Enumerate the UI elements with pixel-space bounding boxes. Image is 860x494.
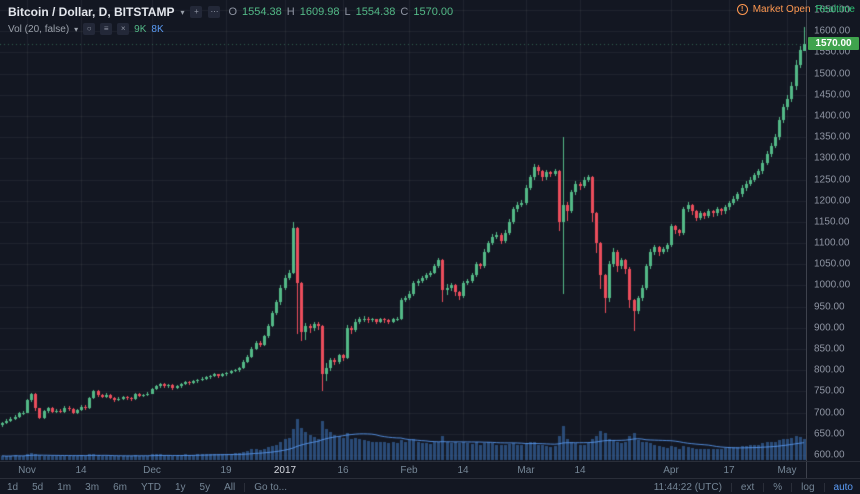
axis-options: ext% log auto — [729, 480, 860, 494]
range-button-ytd[interactable]: YTD — [140, 481, 161, 493]
toolbar-right: 11:44:22 (UTC) ext% log auto — [647, 480, 860, 494]
toolbar-divider — [763, 482, 765, 492]
toolbar-divider — [244, 482, 246, 492]
price-axis-label: 1550.00 — [814, 46, 851, 58]
price-axis-label: 1400.00 — [814, 110, 851, 122]
price-axis-label: 700.00 — [814, 407, 845, 419]
time-axis-label: 14 — [574, 465, 586, 476]
symbol-title[interactable]: Bitcoin / Dollar, D, BITSTAMP — [8, 5, 175, 19]
high-value: 1609.98 — [299, 6, 340, 18]
price-axis-label: 1000.00 — [814, 279, 851, 291]
ohlc-values: O 1554.38 H 1609.98 L 1554.38 C 1570.00 — [228, 6, 453, 18]
volume-dropdown-caret-icon[interactable]: ▾ — [74, 24, 79, 34]
last-price-tag: 1570.00 — [808, 37, 859, 50]
close-value: 1570.00 — [413, 6, 454, 18]
compare-icon[interactable]: + — [190, 6, 203, 18]
range-button-5y[interactable]: 5y — [199, 481, 211, 493]
price-axis-label: 1200.00 — [814, 195, 851, 207]
price-axis-label: 1500.00 — [814, 68, 851, 80]
price-axis-label: 1450.00 — [814, 89, 851, 101]
bottom-toolbar: 1d 5d 1m 3m 6m YTD 1y 5y All Go to... 11:44:22 (… — [0, 478, 860, 494]
time-axis-label: 14 — [457, 465, 469, 476]
price-axis-label: 950.00 — [814, 301, 845, 313]
volume-indicator-label[interactable]: Vol (20, false) — [8, 23, 70, 35]
price-axis-label: 1150.00 — [814, 216, 850, 228]
low-value: 1554.38 — [355, 6, 396, 18]
price-axis-label: 1050.00 — [814, 258, 851, 270]
price-axis-label: 1250.00 — [814, 174, 851, 186]
realtime-label: Realtime — [815, 4, 855, 15]
low-label: L — [344, 6, 351, 18]
range-button-6m[interactable]: 6m — [113, 481, 127, 493]
time-axis-label: Feb — [400, 465, 418, 476]
price-axis-label: 1650.00 — [814, 4, 851, 16]
volume-value: 9K — [134, 23, 147, 35]
time-axis-label: 14 — [75, 465, 87, 476]
log-button[interactable]: log — [801, 481, 815, 493]
eye-icon[interactable]: ○ — [83, 23, 96, 35]
auto-button[interactable]: auto — [833, 481, 853, 493]
symbol-dropdown-caret-icon[interactable]: ▾ — [180, 7, 185, 17]
market-session-clock-icon[interactable]: ! — [736, 4, 748, 15]
time-axis-label: Dec — [143, 465, 161, 476]
close-icon[interactable]: × — [117, 23, 130, 35]
price-axis-label: 650.00 — [814, 428, 845, 440]
price-axis-label: 600.00 — [814, 449, 845, 461]
range-button-1m[interactable]: 1m — [57, 481, 72, 493]
high-label: H — [286, 6, 295, 18]
market-status: ! Market Open Realtime — [736, 4, 855, 15]
time-axis-label: Nov — [18, 465, 36, 476]
market-open-label: Market Open — [752, 4, 811, 15]
settings-icon[interactable]: ≡ — [100, 23, 113, 35]
open-value: 1554.38 — [242, 6, 282, 18]
time-axis-label: 17 — [723, 465, 735, 476]
range-button-5d[interactable]: 5d — [32, 481, 44, 493]
clock-label[interactable]: 11:44:22 (UTC) — [653, 481, 722, 493]
price-axis-label: 850.00 — [814, 343, 845, 355]
time-axis-label: 19 — [220, 465, 232, 476]
volume-ma-value: 8K — [151, 23, 164, 35]
price-axis-label: 900.00 — [814, 322, 845, 334]
price-axis-label: 1100.00 — [814, 237, 850, 249]
range-button-1d[interactable]: 1d — [7, 481, 19, 493]
candlestick-chart-canvas[interactable] — [0, 0, 806, 461]
time-axis-label: 16 — [337, 465, 349, 476]
chart-legend: Bitcoin / Dollar, D, BITSTAMP ▾ + ⋯ O 15… — [8, 5, 453, 35]
range-button-3m[interactable]: 3m — [85, 481, 100, 493]
time-axis-label: May — [777, 465, 797, 476]
toolbar-divider — [823, 482, 825, 492]
chart-properties-icon[interactable]: ⋯ — [208, 6, 221, 18]
price-axis-label: 1300.00 — [814, 152, 851, 164]
price-axis-label: 750.00 — [814, 385, 845, 397]
goto-button[interactable]: Go to... — [254, 481, 288, 493]
time-axis-label: Mar — [517, 465, 535, 476]
close-label: C — [400, 6, 409, 18]
range-button-all[interactable]: All — [224, 481, 236, 493]
ext-button[interactable]: ext — [740, 481, 755, 493]
range-buttons: 1d 5d 1m 3m 6m YTD 1y 5y All — [0, 480, 242, 494]
toolbar-divider — [791, 482, 793, 492]
price-axis-label: 1350.00 — [814, 131, 851, 143]
percent-scale-button[interactable]: % — [773, 481, 783, 493]
time-axis[interactable]: Nov 14 Dec 19 2017 16 Feb 14 Mar 14 Apr 17 May — [0, 461, 860, 479]
toolbar-divider — [730, 482, 732, 492]
price-axis-label: 800.00 — [814, 364, 845, 376]
open-label: O — [228, 6, 238, 18]
price-axis-label: 1600.00 — [814, 25, 851, 37]
time-axis-label: Apr — [663, 465, 679, 476]
time-axis-year-label: 2017 — [273, 465, 297, 476]
range-button-1y[interactable]: 1y — [174, 481, 186, 493]
price-axis[interactable]: 1650.00 1600.00 1550.00 1500.00 1450.00 1400.… — [806, 0, 860, 478]
